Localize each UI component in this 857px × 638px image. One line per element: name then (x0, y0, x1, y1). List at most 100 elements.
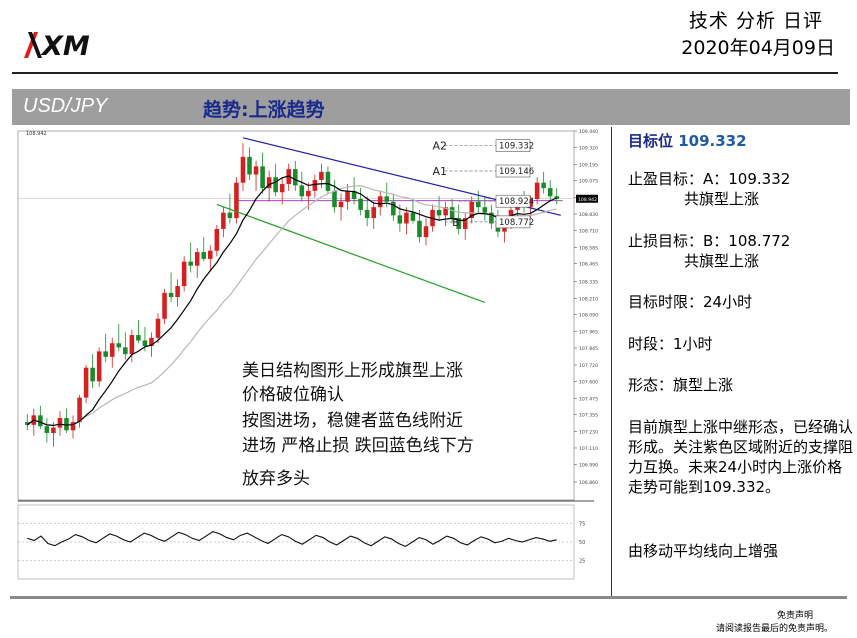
candle-body (38, 415, 43, 427)
candle-body (214, 228, 220, 251)
candle-body (234, 182, 239, 219)
candle-body (528, 199, 533, 208)
oscillator-tick-label: 25 (579, 559, 585, 565)
candle-body (554, 196, 560, 200)
annotation-line-3: 按图进场，稳健者蓝色线附近 (242, 411, 463, 431)
candle-body (194, 252, 200, 266)
target-price-label: 108.924 (499, 197, 534, 207)
candle-body (364, 209, 370, 219)
candle-body (188, 261, 193, 266)
candle-body (136, 335, 141, 341)
candle-body (227, 212, 233, 219)
target-price: 目标位 109.332 (628, 131, 747, 151)
stop-loss-pattern: 共旗型上涨 (684, 252, 760, 270)
price-tick-label: 108.090 (579, 313, 598, 319)
candle-body (469, 201, 475, 219)
candle-body (404, 212, 409, 224)
price-tick-label: 109.320 (579, 145, 598, 151)
candle-body (541, 182, 546, 189)
candle-body (70, 422, 76, 431)
candle-body (129, 335, 135, 355)
oscillator-line (27, 531, 557, 548)
chart-annotation: 美日结构图形上形成旗型上涨 价格破位确认 按图进场，稳健者蓝色线附近 进场 严格… (242, 361, 474, 489)
chart-side-divider (611, 127, 612, 597)
price-tick-label: 107.845 (579, 346, 598, 352)
candle-body (391, 201, 396, 216)
annotation-line-4: 进场 严格止损 跌回蓝色线下方 (242, 436, 474, 456)
candle-body (24, 422, 30, 425)
candle-body (423, 226, 429, 238)
target-price-box (495, 194, 531, 208)
candle-body (338, 201, 344, 208)
target-label: 目标位 (628, 132, 674, 150)
candle-body (221, 212, 226, 229)
candle-body (312, 179, 318, 191)
price-tick-label: 107.720 (579, 363, 598, 369)
price-tick-label: 107.230 (579, 430, 598, 436)
take-profit-pattern: 共旗型上涨 (684, 190, 760, 208)
price-tick-label: 106.860 (579, 480, 598, 486)
candle-body (319, 171, 324, 180)
annotation-line-2: 价格破位确认 (242, 385, 344, 405)
candles (24, 143, 560, 447)
price-tick-label: 108.830 (579, 212, 598, 218)
candle-body (279, 184, 285, 193)
price-tick-label: 109.195 (579, 162, 598, 168)
candle-body (462, 218, 468, 229)
currency-pair: USD/JPY (23, 95, 108, 117)
candle-body (476, 201, 481, 208)
candle-body (83, 367, 89, 398)
slow-moving-average (26, 185, 557, 427)
candle-body (482, 207, 488, 213)
candle-body (345, 190, 350, 202)
candle-body (57, 418, 63, 428)
candle-body (208, 250, 213, 259)
candle-body (96, 351, 102, 382)
candle-body (109, 343, 115, 357)
annotation-line-1: 美日结构图形上形成旗型上涨 (242, 361, 463, 381)
candle-body (260, 166, 265, 189)
candle-body (168, 292, 174, 297)
last-price-box (576, 194, 598, 203)
chart-pattern: 形态：旗型上涨 (628, 376, 734, 394)
last-price-label: 108.942 (578, 197, 597, 203)
candle-body (325, 171, 331, 191)
target-levels: 109.332 A2 109.146 A1 108.924 108.772 B (433, 139, 534, 229)
candle-body (358, 199, 363, 210)
candle-body (332, 190, 337, 208)
header-divider (12, 72, 838, 74)
candle-body (306, 190, 311, 197)
candle-body (273, 177, 278, 193)
candle-body (64, 418, 69, 431)
price-tick-label: 107.110 (579, 446, 598, 452)
candle-body (489, 212, 494, 224)
candle-body (384, 196, 390, 202)
price-tick-label: 108.465 (579, 262, 598, 268)
ma-note: 由移动平均线向上增强 (628, 542, 779, 560)
candle-body (397, 215, 403, 224)
footer-divider (10, 596, 847, 599)
candle-body (155, 318, 161, 338)
chart-period: 时段：1小时 (628, 335, 713, 353)
logo-text: XM (40, 31, 90, 62)
price-tick-label: 109.440 (579, 129, 598, 135)
price-tick-label: 108.585 (579, 245, 598, 251)
xm-logo: XM (24, 31, 90, 62)
candle-body (142, 340, 148, 346)
target-timeframe: 目标时限：24小时 (628, 293, 753, 311)
analysis-text: 目前旗型上涨中继形态，已经确认形成。关注紫色区域附近的支撑阻力互换。未来24小时… (628, 418, 854, 496)
take-profit: 止盈目标：A：109.332 (628, 170, 791, 188)
candle-body (103, 351, 108, 357)
target-price-label: 108.772 (499, 218, 534, 228)
candle-body (534, 182, 540, 200)
candle-body (240, 156, 246, 183)
candle-body (149, 337, 154, 346)
candle-body (253, 166, 259, 175)
candle-body (547, 188, 553, 197)
price-axis: 109.440109.320109.195109.075108.950108.8… (574, 129, 598, 486)
disclaimer-text: 请阅读报告最后的免责声明。 (715, 624, 833, 634)
candle-body (377, 196, 383, 208)
price-tick-label: 108.210 (579, 296, 598, 302)
candle-body (443, 207, 448, 216)
oscillator-tick-label: 75 (579, 522, 585, 528)
